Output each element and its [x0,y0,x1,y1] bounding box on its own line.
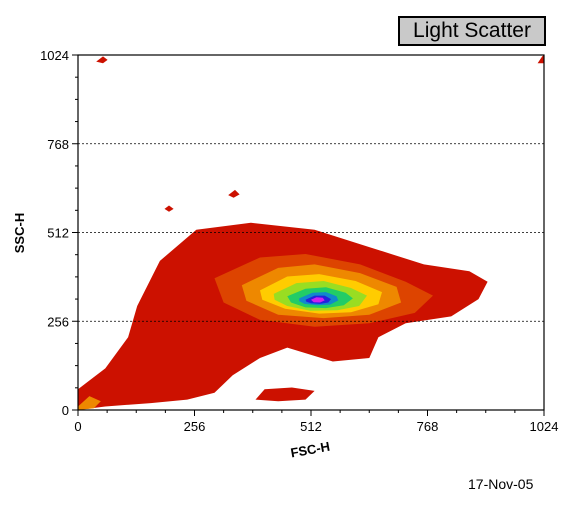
outlier-region [164,205,174,212]
y-tick-label: 256 [47,314,69,329]
outlier-region [228,189,240,198]
outlier-region [255,387,315,402]
y-tick-label: 768 [47,137,69,152]
y-tick-label: 0 [62,403,69,418]
y-axis-label: SSC-H [12,213,27,253]
density-region-level-8 [311,297,325,303]
y-tick-label: 1024 [40,48,69,63]
outlier-region [96,56,108,64]
plot-title: Light Scatter [398,16,546,46]
density-region-origin [78,396,101,410]
x-tick-label: 256 [184,419,206,434]
density-layer [78,55,544,410]
x-axis-label: FSC-H [289,439,331,461]
date-stamp: 17-Nov-05 [468,476,534,492]
x-tick-label: 512 [300,419,322,434]
x-tick-label: 0 [74,419,81,434]
x-tick-label: 1024 [530,419,559,434]
grid-layer [78,143,544,322]
outlier-region [537,55,544,64]
x-tick-label: 768 [417,419,439,434]
tick-layer: 0 256 512 768 1024 0 256 512 768 1024 [40,48,558,434]
y-tick-label: 512 [47,226,69,241]
